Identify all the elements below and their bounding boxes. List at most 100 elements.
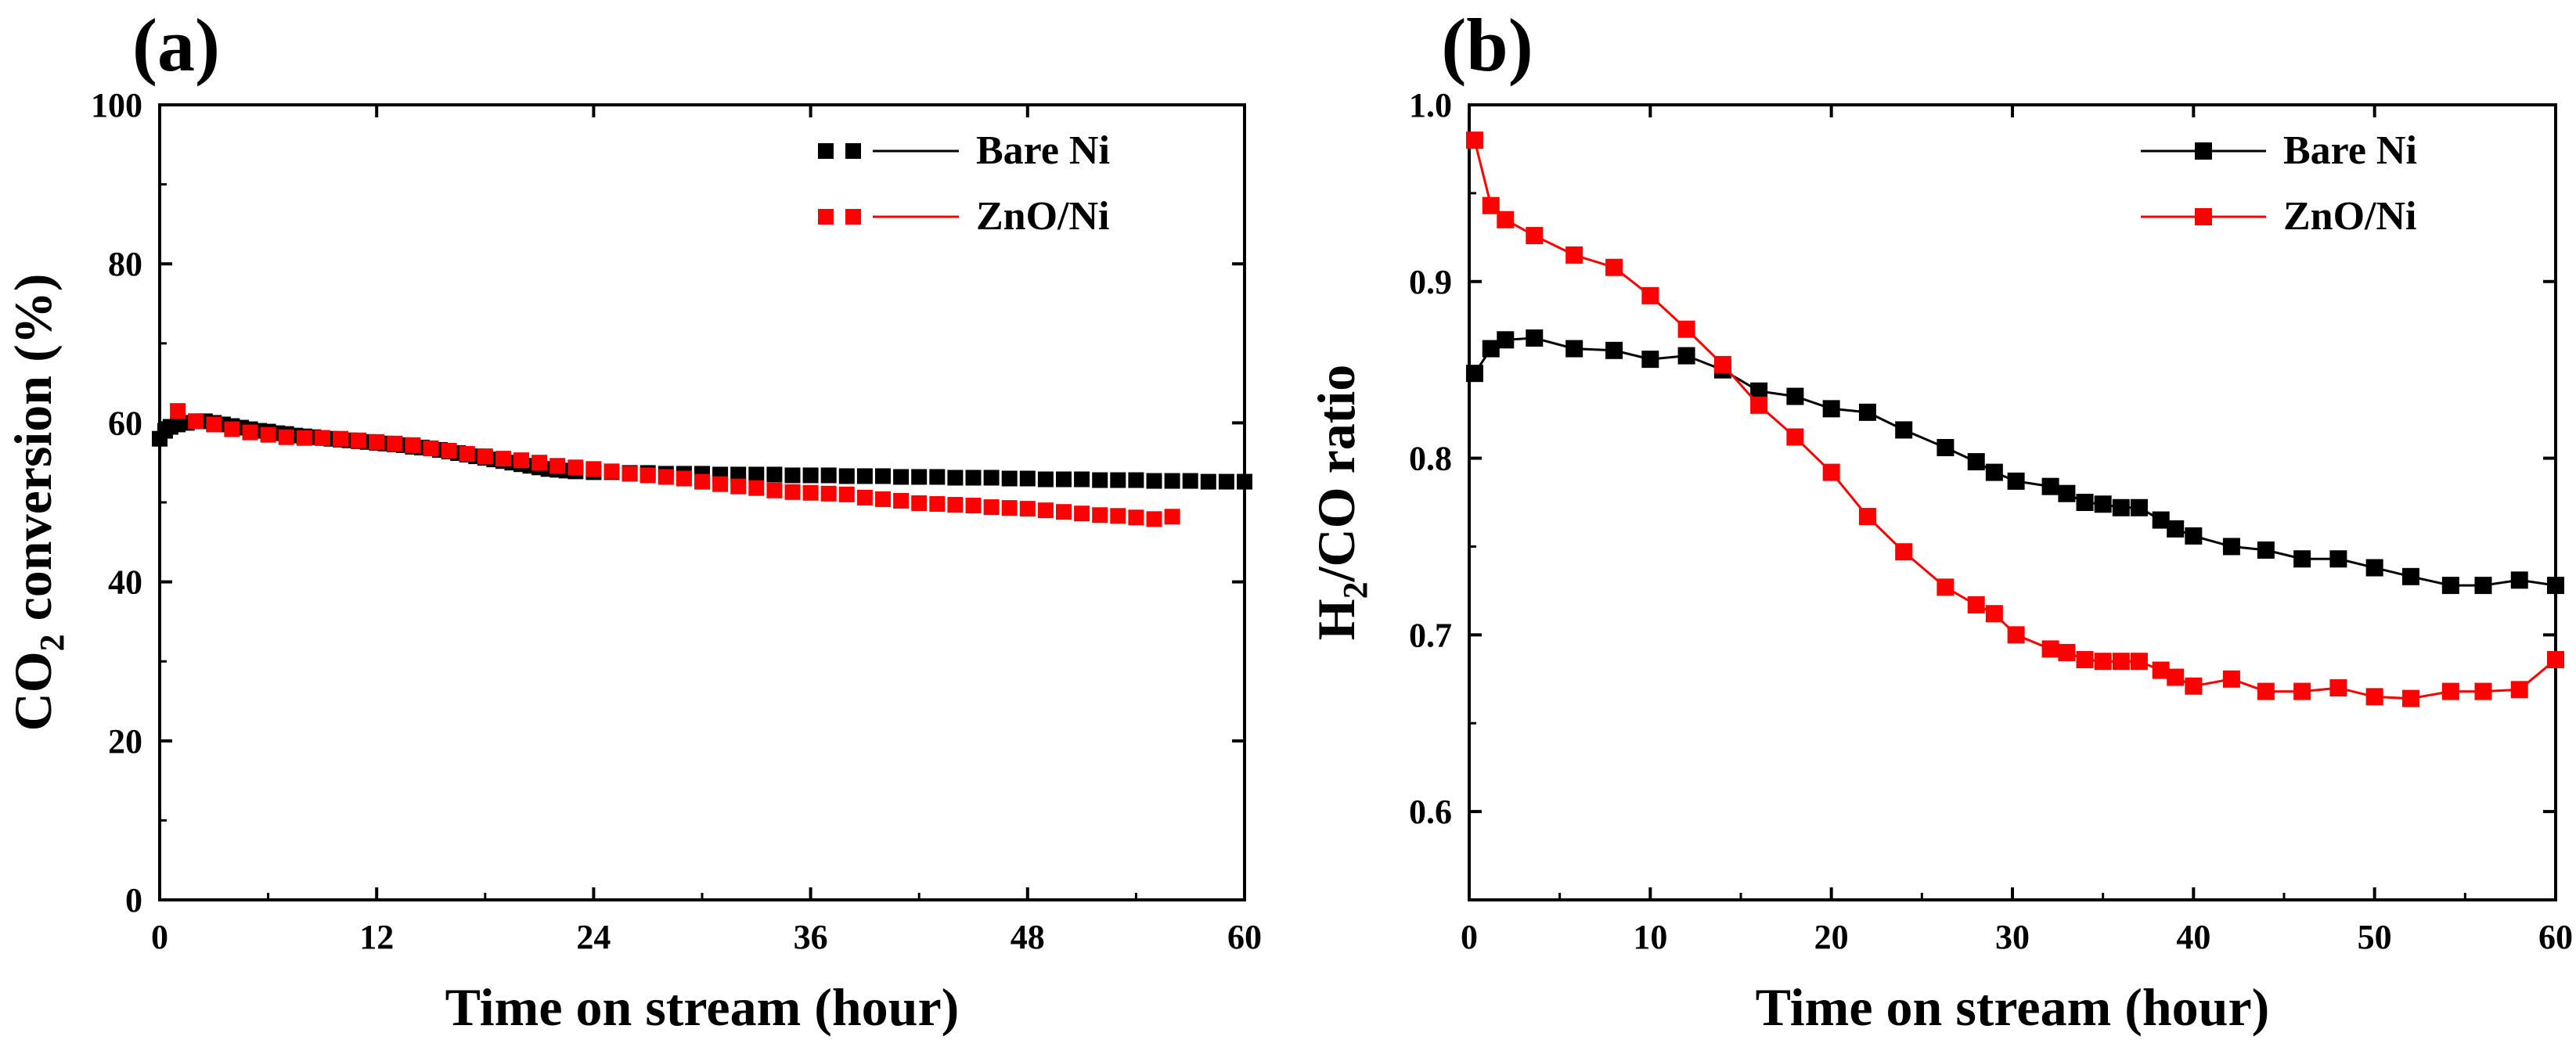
data-point	[1164, 509, 1180, 525]
x-axis-label: Time on stream (hour)	[445, 977, 960, 1037]
data-point	[2167, 668, 2185, 686]
x-tick-label: 30	[1995, 918, 2030, 956]
data-point	[856, 468, 873, 484]
data-point	[1200, 473, 1216, 490]
data-point	[2167, 520, 2185, 538]
data-point	[911, 495, 928, 512]
data-point	[531, 455, 548, 471]
data-point	[2152, 661, 2170, 679]
data-point	[2257, 682, 2275, 700]
data-point	[766, 482, 783, 498]
y-tick-label: 80	[108, 245, 142, 283]
data-point	[1092, 507, 1108, 524]
data-point	[1092, 472, 1108, 488]
data-point	[1482, 340, 1500, 358]
data-point	[2329, 679, 2347, 697]
data-point	[1482, 196, 1500, 214]
y-tick-label: 20	[108, 722, 142, 761]
data-point	[2547, 650, 2564, 668]
data-point	[1822, 400, 1840, 418]
y-tick-label: 0.8	[1409, 440, 1452, 478]
data-point	[2058, 484, 2076, 502]
data-point	[2007, 626, 2025, 644]
series-bare-ni	[1465, 329, 2564, 595]
data-point	[260, 426, 276, 443]
data-point	[495, 451, 511, 467]
data-point	[2058, 643, 2076, 661]
data-point	[2094, 495, 2112, 513]
data-point	[2441, 682, 2459, 700]
y-axis-label-subscript: 2	[33, 634, 71, 651]
data-point	[224, 421, 240, 437]
data-point	[1497, 331, 1515, 349]
data-point	[1750, 396, 1768, 414]
data-point	[712, 476, 729, 492]
data-point	[730, 466, 747, 483]
data-point	[893, 469, 910, 485]
y-tick-label: 0.7	[1409, 616, 1452, 654]
data-point	[2112, 498, 2130, 516]
data-point	[369, 434, 385, 450]
data-point	[1237, 473, 1252, 490]
data-point	[658, 469, 674, 485]
data-point	[405, 437, 421, 453]
data-point	[947, 497, 964, 513]
x-tick-label: 36	[794, 918, 828, 956]
data-point	[1037, 471, 1054, 488]
data-point	[1750, 382, 1768, 400]
data-point	[2222, 670, 2240, 688]
data-point	[2041, 640, 2059, 658]
data-point	[2293, 682, 2311, 700]
y-axis-label-main: H	[1306, 599, 1366, 640]
data-point	[2365, 688, 2383, 706]
x-tick-label: 0	[1461, 918, 1478, 956]
legend-entry: ZnO/Ni	[818, 194, 1110, 239]
data-point	[1465, 365, 1483, 383]
data-point	[2185, 527, 2203, 545]
data-point	[1074, 471, 1090, 488]
data-point	[1565, 246, 1583, 264]
series-line	[1473, 336, 2556, 587]
y-tick-label: 0.9	[1409, 263, 1452, 301]
data-point	[784, 484, 801, 500]
data-point	[1677, 347, 1695, 365]
data-point	[2401, 567, 2419, 585]
data-point	[1526, 329, 1544, 347]
data-point	[2293, 550, 2311, 568]
legend-entry: Bare Ni	[2141, 128, 2417, 173]
data-point	[875, 468, 891, 484]
data-point	[459, 446, 475, 462]
legend-marker	[2195, 208, 2212, 225]
data-point	[387, 435, 403, 452]
data-point	[206, 416, 222, 433]
data-point	[1146, 473, 1162, 489]
y-axis-label-rest: /CO ratio	[1306, 365, 1366, 583]
data-point	[929, 496, 946, 513]
x-tick-label: 24	[576, 918, 611, 956]
data-point	[1985, 463, 2003, 481]
x-tick-label: 48	[1011, 918, 1045, 956]
data-point	[748, 466, 765, 483]
data-point	[1128, 472, 1144, 488]
data-point	[947, 470, 964, 486]
y-tick-label: 100	[91, 86, 142, 124]
data-point	[1895, 543, 1913, 561]
data-point	[278, 429, 294, 445]
data-point	[2329, 550, 2347, 568]
legend-label: Bare Ni	[976, 128, 1110, 173]
data-point	[1056, 471, 1072, 488]
data-point	[296, 430, 312, 446]
data-point	[2076, 650, 2094, 668]
data-point	[2510, 571, 2528, 589]
y-tick-label: 0	[125, 881, 142, 919]
data-point	[170, 403, 186, 419]
data-point	[2257, 541, 2275, 559]
data-point	[2185, 677, 2203, 695]
data-point	[2222, 538, 2240, 556]
x-axis-label: Time on stream (hour)	[1756, 977, 2270, 1037]
data-point	[2130, 653, 2148, 671]
y-axis-label: H2/CO ratio	[1306, 365, 1374, 641]
data-point	[441, 442, 457, 459]
data-point	[766, 466, 783, 483]
